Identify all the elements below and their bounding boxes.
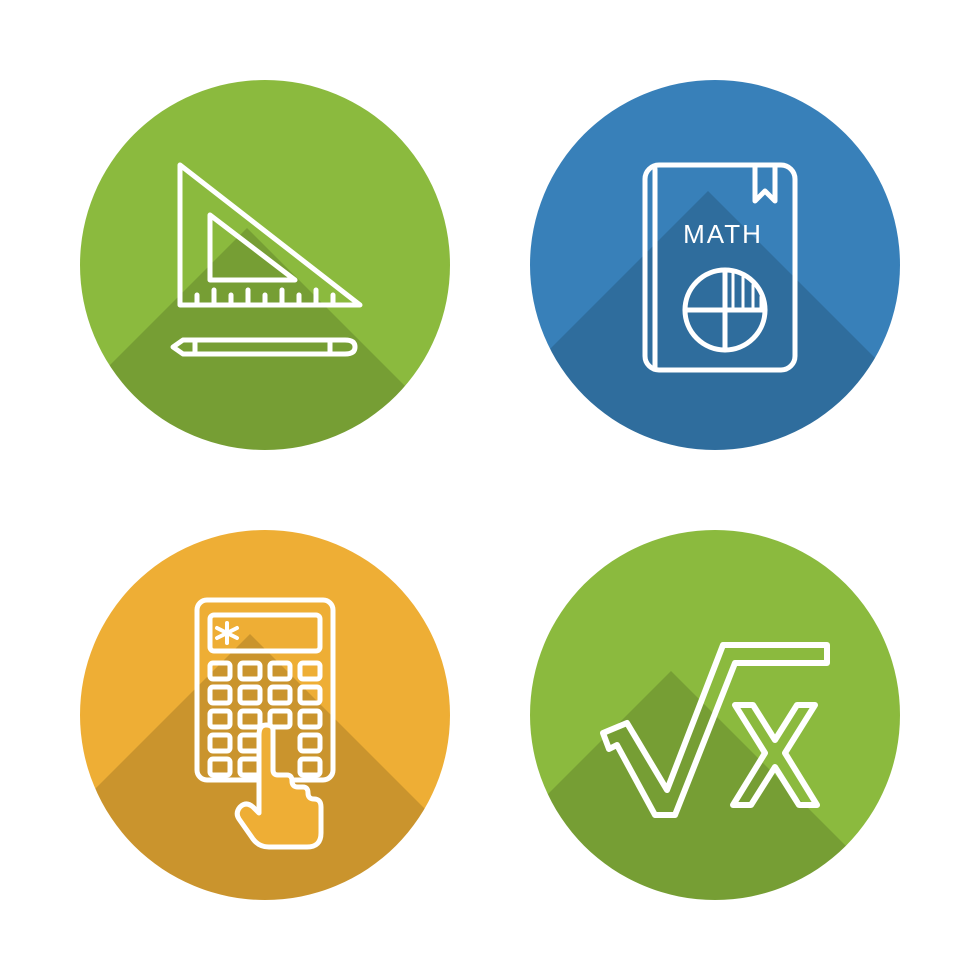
ruler-pencil-icon: [80, 80, 450, 450]
asterisk-icon: [217, 623, 237, 643]
math-book-svg: MATH: [585, 135, 845, 395]
pie-chart-icon: [685, 270, 765, 350]
ruler-pencil-svg: [135, 135, 395, 395]
triangle-outer: [180, 165, 360, 305]
pointing-hand-icon: [237, 725, 321, 847]
math-book-icon: MATH: [530, 80, 900, 450]
book-title: MATH: [683, 219, 763, 249]
sqrt-svg: [575, 605, 855, 825]
radical-sign: [603, 645, 827, 815]
square-root-icon: [530, 530, 900, 900]
bookmark-icon: [755, 165, 775, 201]
letter-x: [733, 705, 817, 805]
pencil-icon: [173, 340, 355, 354]
calculator-svg: [135, 575, 395, 855]
calculator-hand-icon: [80, 530, 450, 900]
